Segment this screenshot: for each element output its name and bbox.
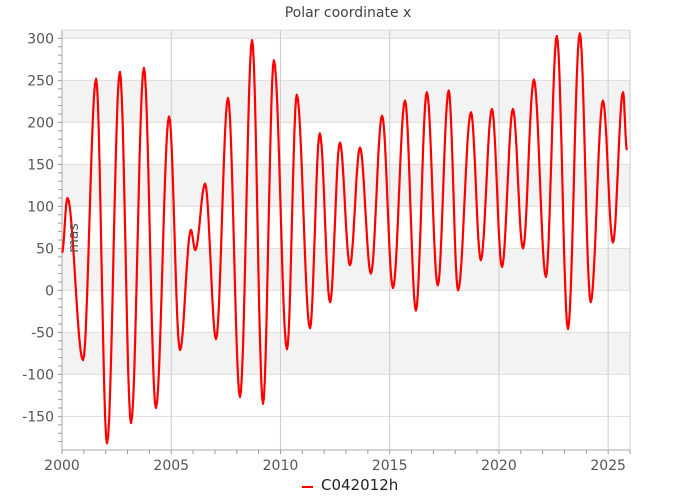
axes (58, 29, 631, 454)
y-tick-label: 50 (36, 241, 54, 257)
series-line (61, 32, 628, 445)
background-band (62, 164, 630, 207)
tick-labels: -150 -100 -50 0 50 100 150 200 250 300 2000 2005 201… (22, 31, 626, 474)
y-tick-label: 150 (27, 157, 54, 173)
y-tick-label: 250 (27, 73, 54, 89)
background-bands (62, 30, 630, 375)
x-tick-label: 2005 (153, 458, 189, 474)
background-band (62, 332, 630, 375)
y-tick-label: 0 (45, 283, 54, 299)
background-band (62, 30, 630, 39)
x-tick-label: 2015 (372, 458, 408, 474)
y-tick-label: 200 (27, 115, 54, 131)
y-tick-label: 100 (27, 199, 54, 215)
x-tick-label: 2000 (44, 458, 80, 474)
y-tick-label: -100 (22, 367, 54, 383)
y-axis-label: mas (66, 223, 82, 253)
legend[interactable]: C042012h (302, 476, 398, 494)
x-tick-label: 2025 (590, 458, 626, 474)
chart-title: Polar coordinate x (285, 5, 412, 21)
y-tick-label: 300 (27, 31, 54, 47)
y-tick-label: -50 (31, 325, 54, 341)
x-tick-label: 2020 (481, 458, 517, 474)
background-band (62, 248, 630, 291)
y-tick-label: -150 (22, 409, 54, 425)
series-group (61, 32, 628, 445)
legend-label: C042012h (321, 476, 398, 494)
x-tick-label: 2010 (263, 458, 299, 474)
